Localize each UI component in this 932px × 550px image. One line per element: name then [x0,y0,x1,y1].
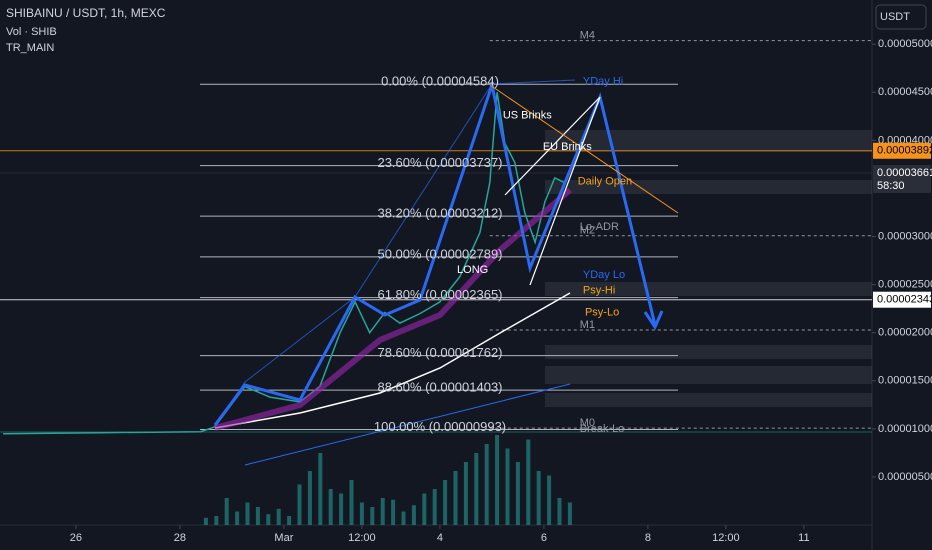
annotation: M4 [580,29,595,41]
fib-label: 100.00% (0.00000993) [374,419,506,434]
volume-bar [328,489,333,525]
fib-label: 78.60% (0.00001762) [377,345,502,360]
price-badge-label: 0.00002343 [877,294,932,306]
annotation: YDay Lo [583,269,625,281]
volume-bar [380,498,385,525]
annotation: YDay Hi [583,76,623,88]
y-tick-label: 0.00002500 [878,279,932,291]
x-tick-label: 28 [174,532,186,544]
price-badge-label: 0.00003892 [877,145,932,157]
annotation: M1 [580,319,595,331]
volume-bar [370,507,375,525]
volume-bar [453,471,458,525]
volume-bar [422,493,427,525]
fib-label: 23.60% (0.00003737) [377,155,502,170]
symbol-title: SHIBAINU / USDT, 1h, MEXC [6,6,166,20]
volume-bar [547,475,552,525]
y-tick-label: 0.00001500 [878,375,932,387]
volume-bar [484,444,489,525]
y-tick-label: 0.00005000 [878,38,932,50]
currency-button[interactable] [875,4,927,30]
fib-label: 61.80% (0.00002365) [377,287,502,302]
x-tick-label: 8 [645,532,651,544]
annotation: M0 [580,417,595,429]
annotation: EU Brinks [543,141,592,153]
indicator-label: Vol · SHIB [6,26,57,38]
volume-bar [245,502,250,525]
arrow-head [643,310,664,331]
volume-bar [474,453,479,525]
annotation: Psy-Hi [583,284,615,296]
volume-bar [276,508,281,525]
x-tick-label: 6 [541,532,547,544]
volume-bar [432,489,437,525]
volume-bar [287,516,292,525]
price-badge [873,291,931,308]
volume-bar [515,462,520,525]
volume-bar [401,511,406,525]
layer [0,40,872,525]
volume-bar [266,514,271,525]
annotation: US Brinks [503,109,552,121]
fib-label: 38.20% (0.00003212) [377,206,502,221]
volume-bar [235,511,240,525]
indicator-label: TR_MAIN [6,42,54,54]
volume-bar [203,517,208,525]
price-badge-label: 0.00003661 [877,167,932,179]
fib-label: 50.00% (0.00002789) [377,246,502,261]
annotation: Break-Lo [580,423,625,435]
volume-bar [214,516,219,525]
trend-line [244,383,571,466]
layer: 0.00000500 0.00001000 0.00001500 0.00002000… [374,29,932,482]
fib-label: 0.00% (0.00004584) [381,74,499,89]
y-tick-label: 0.00004500 [878,86,932,98]
y-tick-label: 0.00002000 [878,327,932,339]
price-badge [873,164,931,193]
wedge [504,96,601,286]
x-tick-label: 4 [437,532,443,544]
volume-bar [297,484,302,525]
x-tick-label: 11 [798,532,809,544]
band [214,187,572,431]
y-tick-label: 0.00000500 [878,471,932,483]
annotation: Daily Open [578,176,632,188]
volume-bar [526,439,531,525]
volume-bar [567,502,572,525]
volume-bar [349,480,354,525]
x-tick-label: 26 [70,532,82,544]
channel [212,79,576,429]
volume-bar [307,471,312,525]
annotation: M2 [580,225,595,237]
x-tick-label: 12:00 [712,532,740,544]
volume-bar [255,507,260,525]
annotation: Lo-ADR [580,221,619,233]
volume-bar [391,499,396,525]
volume-bar [411,505,416,525]
annotation: Psy-Lo [585,306,619,318]
x-tick-label: Mar [274,532,293,544]
volume-bar [359,502,364,525]
y-tick-label: 0.00001000 [878,423,932,435]
fib-label: 88.60% (0.00001403) [377,380,502,395]
volume-bar [495,435,500,525]
volume-bar [224,498,229,525]
moving-average [214,292,571,429]
volume-bar [536,471,541,525]
y-tick-label: 0.00003000 [878,230,932,242]
volume-bar [339,493,344,525]
countdown: 58:30 [877,180,905,192]
currency-label[interactable]: USDT [880,11,910,23]
projection [213,79,657,426]
volume-bar [443,480,448,525]
volume-bar [463,462,468,525]
volume-bar [318,453,323,525]
x-tick-label: 12:00 [348,532,376,544]
trend-line [489,84,679,214]
price-badge [873,142,931,159]
volume-bar [557,498,562,525]
volume-bar [505,448,510,525]
annotation: LONG [457,264,488,276]
